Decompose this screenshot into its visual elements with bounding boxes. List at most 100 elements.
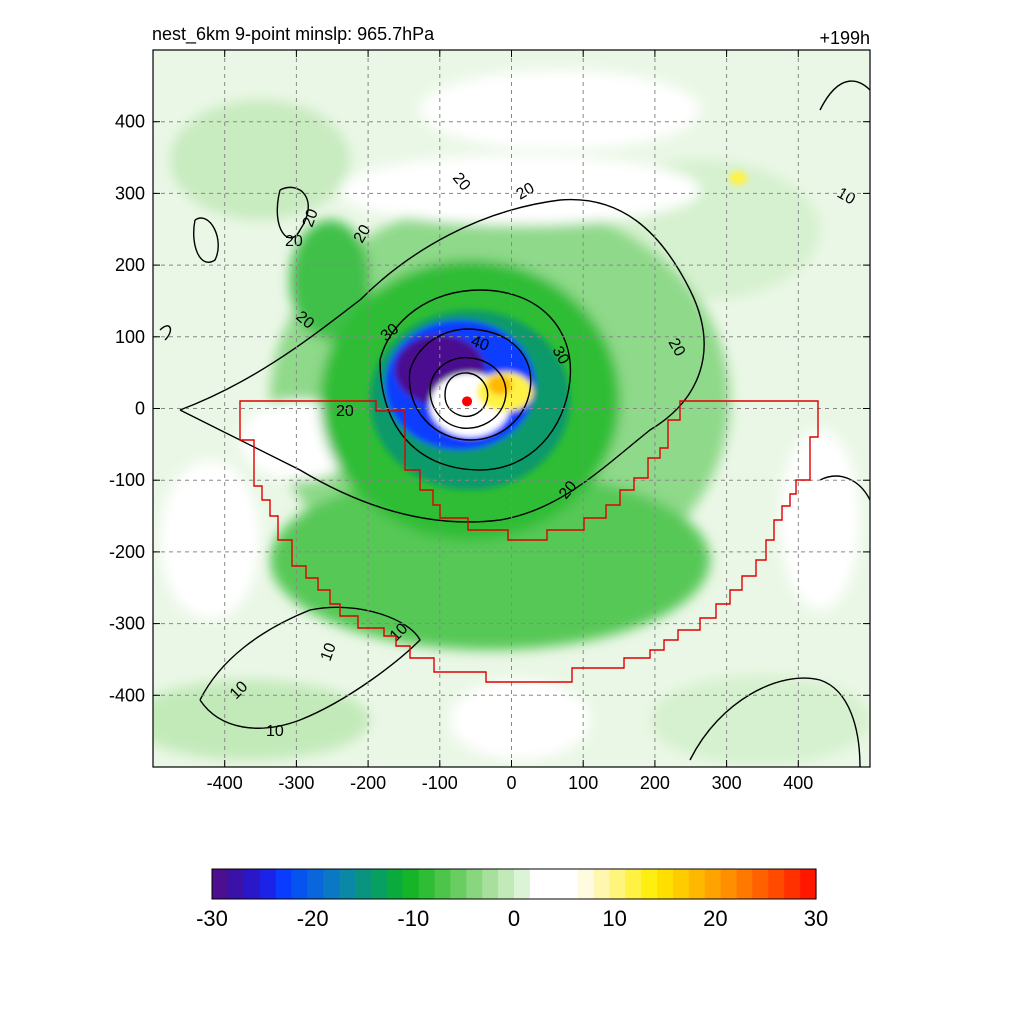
colorbar-tick-label: -30 bbox=[196, 906, 228, 931]
x-tick-label: -100 bbox=[422, 773, 458, 793]
positive-spot bbox=[729, 171, 747, 185]
x-tick-label: 0 bbox=[506, 773, 516, 793]
eyewall-positive-core bbox=[488, 375, 512, 395]
field-patch bbox=[780, 430, 860, 610]
colorbar-cell bbox=[339, 869, 356, 899]
colorbar-cell bbox=[545, 869, 563, 899]
colorbar-cell bbox=[370, 869, 388, 899]
colorbar-cell bbox=[736, 869, 754, 899]
chart-title: nest_6km 9-point minslp: 965.7hPa bbox=[152, 24, 435, 45]
colorbar-cell bbox=[800, 869, 817, 899]
shaded-field bbox=[153, 70, 870, 765]
colorbar-cell bbox=[593, 869, 610, 899]
y-tick-label: 300 bbox=[115, 183, 145, 203]
colorbar-cell bbox=[418, 869, 436, 899]
field-band bbox=[290, 220, 370, 340]
colorbar-tick-label: 10 bbox=[602, 906, 626, 931]
contour-10 bbox=[199, 606, 421, 729]
colorbar-cell bbox=[227, 869, 245, 899]
contour-inner bbox=[444, 372, 489, 418]
colorbar-cell bbox=[672, 869, 690, 899]
colorbar-cell bbox=[259, 869, 277, 899]
x-tick-label: 400 bbox=[783, 773, 813, 793]
contour-10 bbox=[819, 475, 870, 501]
colorbar-cell bbox=[243, 869, 261, 899]
contour-small bbox=[193, 217, 219, 263]
colorbar-cell bbox=[275, 869, 293, 899]
contour-label: 20 bbox=[285, 233, 303, 250]
colorbar-cell bbox=[307, 869, 324, 899]
colorbar-cell bbox=[482, 869, 499, 899]
contour-label: 20 bbox=[300, 207, 322, 230]
contour-label: 10 bbox=[318, 641, 340, 664]
colorbar-tick-label: -10 bbox=[397, 906, 429, 931]
contour-inner bbox=[429, 356, 507, 429]
field-band bbox=[270, 470, 710, 650]
colorbar-cell bbox=[402, 869, 420, 899]
colorbar-cell bbox=[291, 869, 308, 899]
y-tick-label: -300 bbox=[109, 614, 145, 634]
contour-40 bbox=[408, 328, 532, 441]
field-patch bbox=[450, 680, 590, 760]
colorbar-cell bbox=[577, 869, 595, 899]
colorbar-cell bbox=[704, 869, 722, 899]
colorbar-cell bbox=[514, 869, 531, 899]
region-outline bbox=[239, 400, 819, 683]
y-axis: 400 300 200 100 0 -100 -200 -300 -400 bbox=[109, 112, 870, 705]
colorbar-cell bbox=[752, 869, 769, 899]
colorbar-tick-label: 30 bbox=[804, 906, 828, 931]
field-band bbox=[340, 155, 700, 225]
contour-label: 20 bbox=[514, 180, 538, 204]
colorbar-cell bbox=[450, 869, 467, 899]
contour-20 bbox=[179, 198, 705, 523]
colorbar-cell bbox=[641, 869, 658, 899]
contour-lines bbox=[159, 80, 870, 767]
contour-10 bbox=[689, 677, 861, 767]
contour-small bbox=[276, 186, 309, 239]
y-tick-label: -200 bbox=[109, 542, 145, 562]
colorbar-cell bbox=[688, 869, 706, 899]
field-patch bbox=[420, 70, 700, 150]
field-patch bbox=[160, 460, 260, 620]
colorbar-cell bbox=[498, 869, 515, 899]
y-tick-label: 0 bbox=[135, 399, 145, 419]
y-tick-label: 400 bbox=[115, 112, 145, 132]
colorbar-cell bbox=[561, 869, 579, 899]
contour-10 bbox=[819, 80, 870, 111]
y-tick-label: 200 bbox=[115, 255, 145, 275]
x-tick-label: 300 bbox=[712, 773, 742, 793]
time-label: +199h bbox=[819, 28, 870, 48]
colorbar-cell bbox=[323, 869, 340, 899]
colorbar-cell bbox=[212, 869, 229, 899]
colorbar-cell bbox=[609, 869, 626, 899]
x-tick-label: -200 bbox=[350, 773, 386, 793]
x-tick-label: -400 bbox=[207, 773, 243, 793]
field-patch bbox=[153, 680, 370, 760]
y-tick-label: 100 bbox=[115, 327, 145, 347]
contour-label: 20 bbox=[336, 403, 354, 420]
plot-area: 20 20 20 20 20 20 20 20 30 30 40 10 10 1… bbox=[153, 50, 870, 767]
colorbar-tick-label: 0 bbox=[508, 906, 520, 931]
colorbar-cell bbox=[434, 869, 452, 899]
contour-30 bbox=[379, 289, 572, 471]
field-patch bbox=[650, 675, 870, 765]
colorbar-frame bbox=[211, 868, 817, 900]
colorbar-tick-label: 20 bbox=[703, 906, 727, 931]
colorbar-cell bbox=[768, 869, 785, 899]
field-patch bbox=[170, 100, 350, 220]
x-tick-label: 100 bbox=[568, 773, 598, 793]
colorbar-tick-label: -20 bbox=[297, 906, 329, 931]
colorbar-cell bbox=[784, 869, 801, 899]
x-tick-label: 200 bbox=[640, 773, 670, 793]
colorbar-cell bbox=[720, 869, 738, 899]
y-tick-label: -100 bbox=[109, 470, 145, 490]
colorbar-cell bbox=[355, 869, 372, 899]
contour-small bbox=[159, 325, 172, 341]
contour-label: 10 bbox=[266, 723, 284, 740]
colorbar-cell bbox=[529, 869, 547, 899]
contour-label: 10 bbox=[834, 185, 858, 209]
colorbar-cell bbox=[657, 869, 674, 899]
x-tick-label: -300 bbox=[278, 773, 314, 793]
y-tick-label: -400 bbox=[109, 685, 145, 705]
